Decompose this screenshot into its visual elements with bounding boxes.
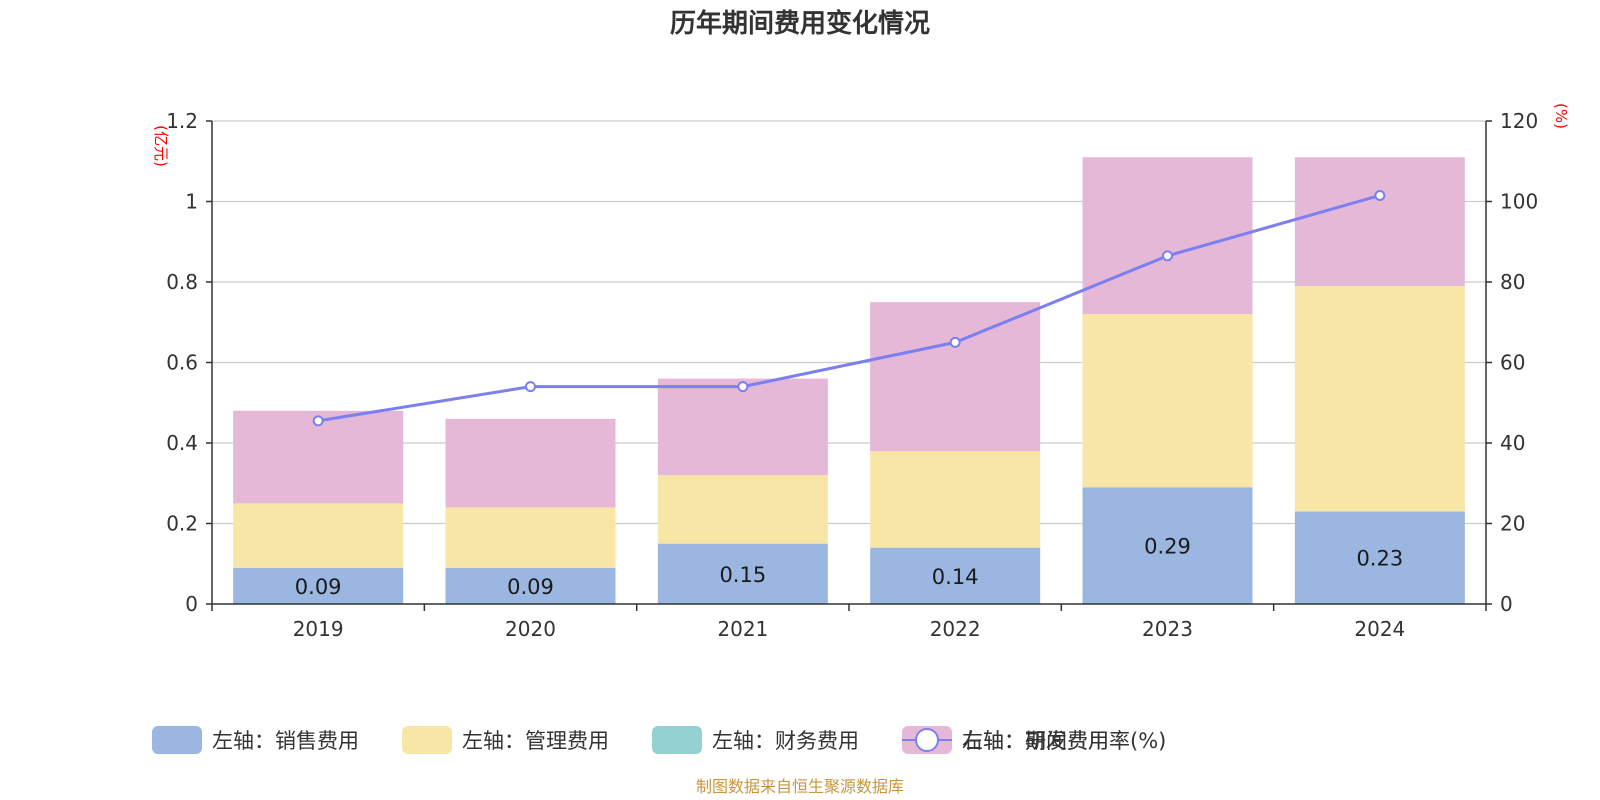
legend-item[interactable]: 左轴：销售费用 <box>152 726 359 754</box>
legend-marker <box>915 728 939 752</box>
right-tick-label: 60 <box>1500 351 1525 375</box>
bar-value-label: 0.09 <box>507 575 554 599</box>
left-tick-label: 0.4 <box>166 431 198 455</box>
right-tick-label: 120 <box>1500 109 1538 133</box>
bar-segment <box>1082 314 1253 488</box>
bar-value-label: 0.15 <box>719 563 766 587</box>
bar-segment <box>445 567 616 604</box>
x-tick-label: 2021 <box>717 617 768 641</box>
left-tick-label: 0.8 <box>166 270 198 294</box>
rate-line-path <box>317 194 1381 423</box>
legend-label: 左轴：管理费用 <box>462 729 609 753</box>
bar-value-label: 0.09 <box>295 575 342 599</box>
x-tick-label: 2024 <box>1354 617 1405 641</box>
right-axis-unit: (%) <box>1552 103 1570 129</box>
right-tick-label: 20 <box>1500 512 1525 536</box>
x-tick-label: 2019 <box>293 617 344 641</box>
legend-swatch <box>652 726 702 754</box>
rate-point <box>312 415 324 427</box>
bars <box>233 157 1465 604</box>
bar-segment <box>870 302 1041 452</box>
right-tick-label: 100 <box>1500 190 1538 214</box>
legend-label: 左轴：销售费用 <box>212 729 359 753</box>
legend-label: 左轴：财务费用 <box>712 729 859 753</box>
bar-segment <box>1294 157 1465 287</box>
legend-label: 右轴：期间费用率(%) <box>962 729 1166 753</box>
left-tick-label: 1.2 <box>166 109 198 133</box>
x-tick-label: 2023 <box>1142 617 1193 641</box>
rate-point <box>525 381 536 393</box>
left-tick-label: 1 <box>185 190 198 214</box>
bar-labels: 0.09 0.09 0.15 0.14 0.29 0.23 <box>295 535 1403 599</box>
bar-value-label: 0.29 <box>1144 535 1191 559</box>
legend-item[interactable]: 右轴：期间费用率(%) <box>902 728 1166 753</box>
left-tick-label: 0 <box>185 592 198 616</box>
legend-swatch <box>152 726 202 754</box>
right-tick-label: 40 <box>1500 431 1525 455</box>
rate-point <box>737 381 749 393</box>
x-tick-label: 2022 <box>930 617 981 641</box>
rate-point <box>1374 189 1386 201</box>
grid <box>212 120 1486 525</box>
legend-item[interactable]: 左轴：研发费用 <box>902 726 1109 754</box>
x-tick-label: 2020 <box>505 617 556 641</box>
bar-segment <box>233 503 404 568</box>
bar-segment <box>870 547 1041 604</box>
bar-segment <box>1294 511 1465 604</box>
left-tick-label: 0.2 <box>166 512 198 536</box>
bar-segment <box>657 378 828 476</box>
right-tick-label: 0 <box>1500 592 1513 616</box>
bar-segment <box>657 543 828 604</box>
bar-segment <box>1082 157 1253 315</box>
left-axis-unit: (亿元) <box>152 125 170 167</box>
rate-point <box>949 336 961 348</box>
bar-segment <box>1082 487 1253 604</box>
rate-point <box>1162 250 1173 262</box>
bar-segment <box>445 418 616 508</box>
bar-segment <box>657 475 828 544</box>
chart-title: 历年期间费用变化情况 <box>670 8 930 39</box>
bar-segment <box>445 507 616 568</box>
bar-segment <box>233 567 404 604</box>
source-note: 制图数据来自恒生聚源数据库 <box>696 777 904 796</box>
bar-value-label: 0.14 <box>932 565 979 589</box>
legend-swatch <box>402 726 452 754</box>
legend-label: 左轴：研发费用 <box>962 729 1109 753</box>
legend-item[interactable]: 左轴：财务费用 <box>652 726 859 754</box>
legend-item[interactable]: 左轴：管理费用 <box>402 726 609 754</box>
bar-segment <box>870 451 1041 548</box>
bar-value-label: 0.23 <box>1356 547 1403 571</box>
right-tick-label: 80 <box>1500 270 1525 294</box>
bar-segment <box>1294 286 1465 512</box>
axes: 0 0.2 0.4 0.6 0.8 1 1.2 0 20 40 60 80 100 120 2019 2020… <box>166 109 1538 641</box>
left-tick-label: 0.6 <box>166 351 198 375</box>
rate-line <box>312 189 1386 427</box>
